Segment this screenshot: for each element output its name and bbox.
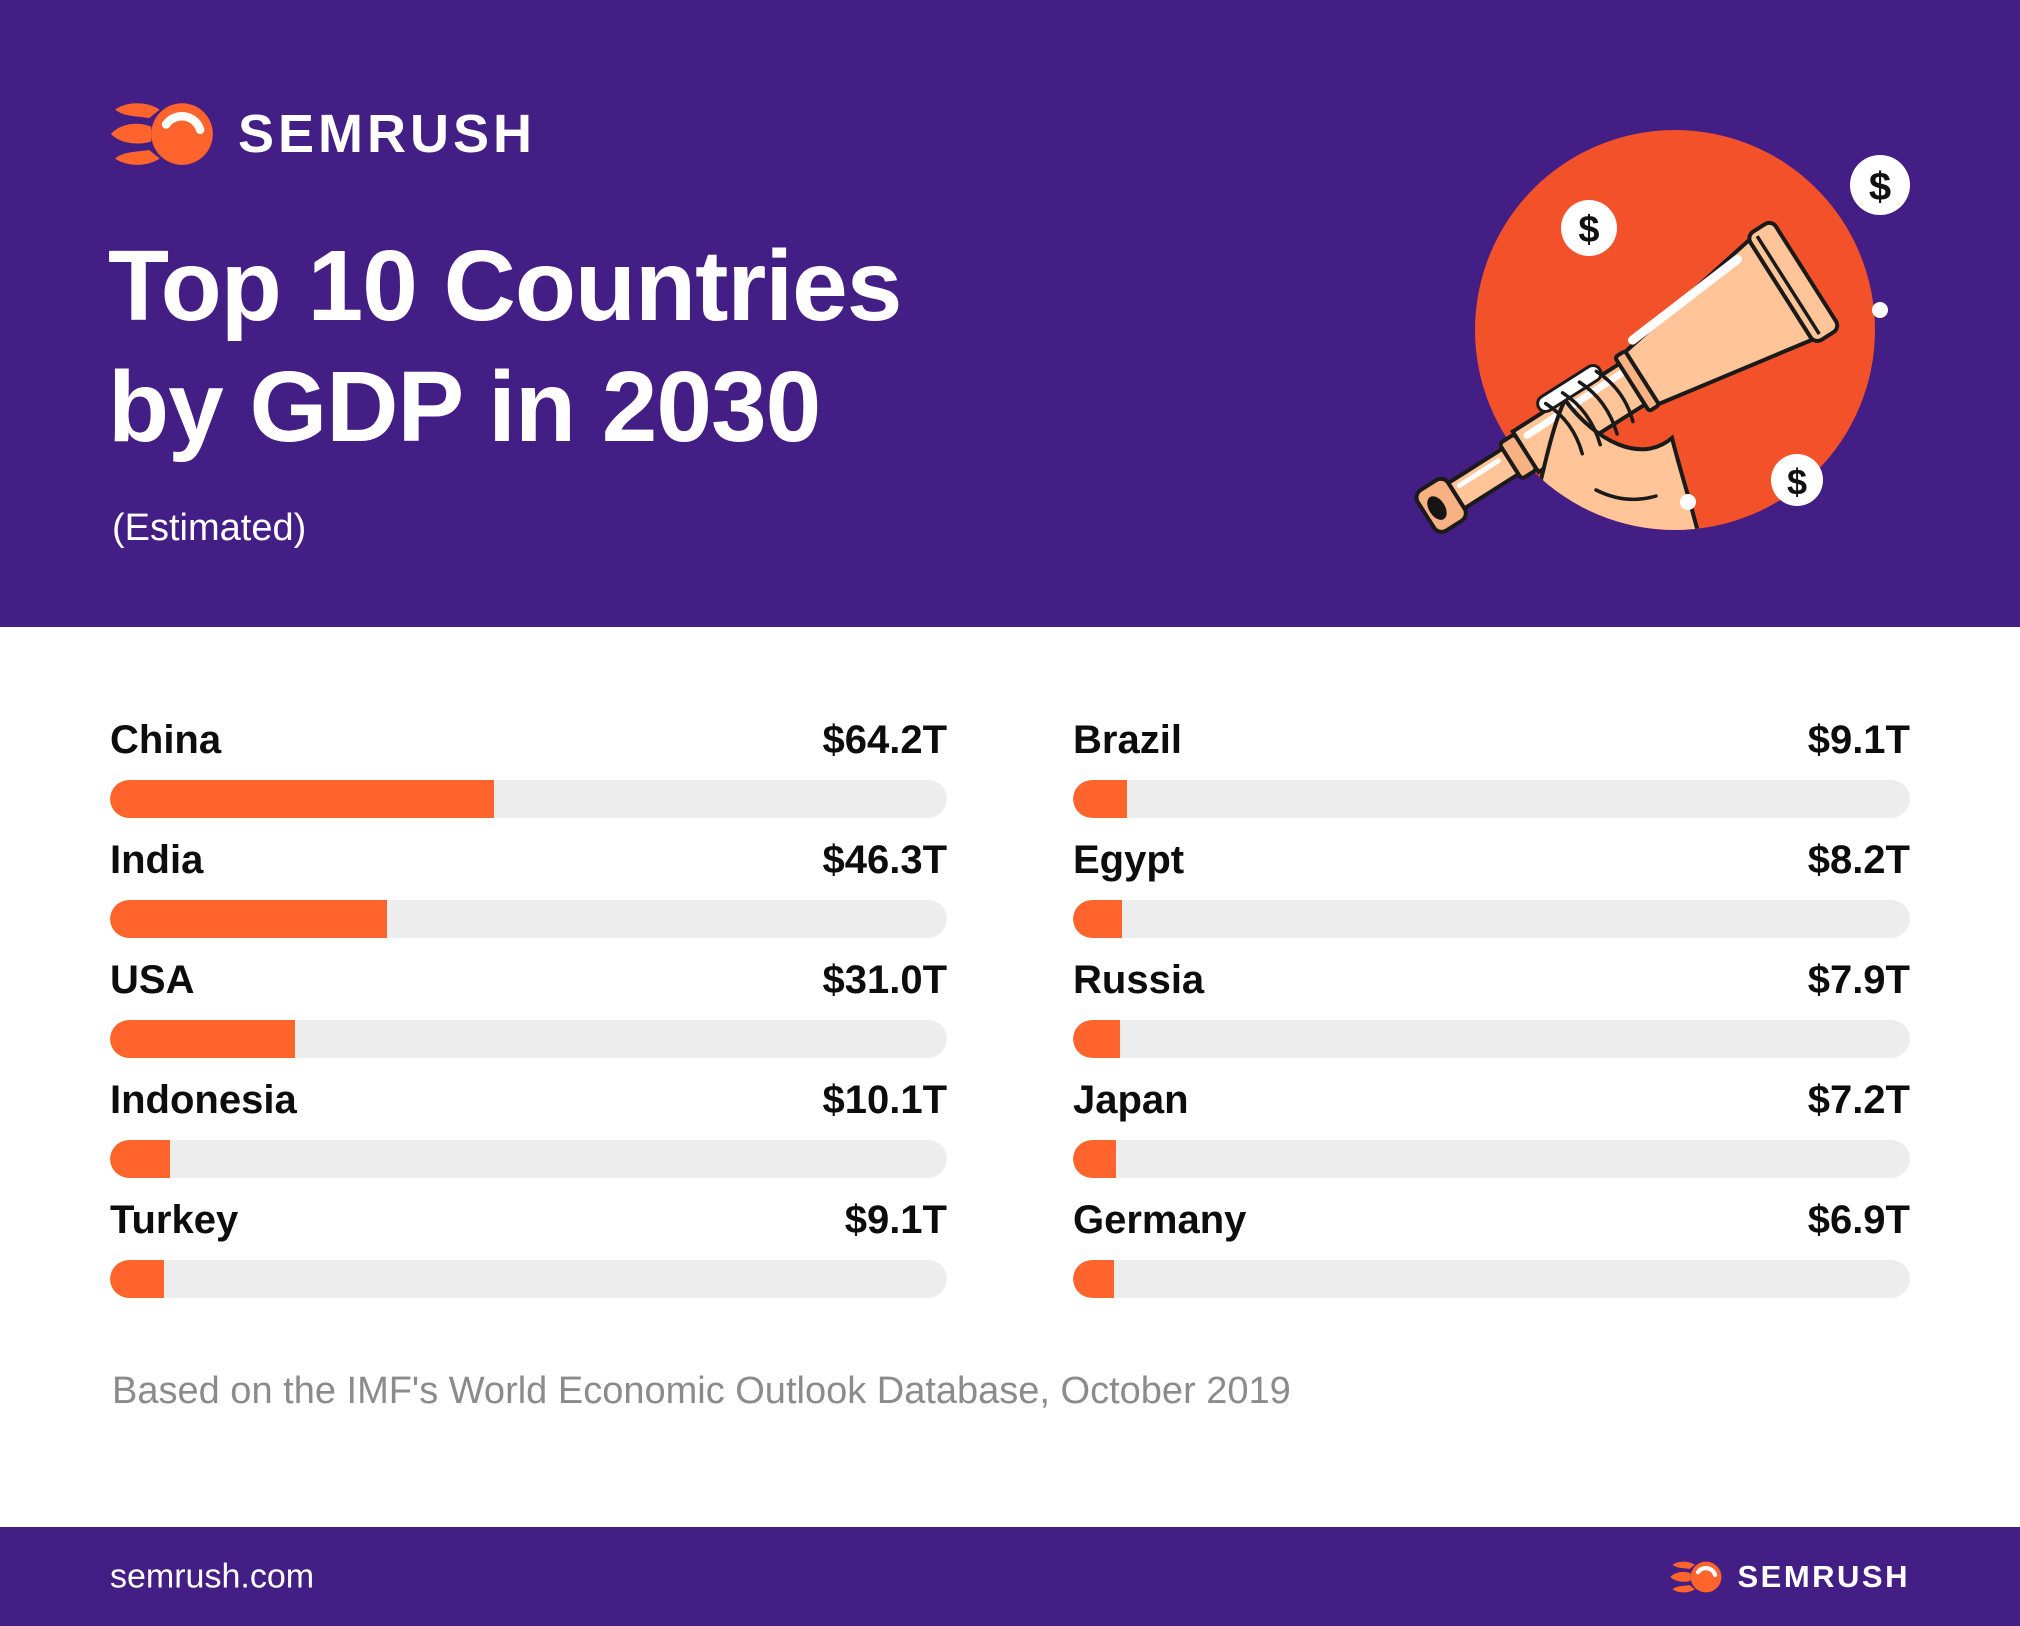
page-title-line1: Top 10 Countries [108, 230, 902, 342]
country-row: USA $31.0T [110, 956, 947, 1058]
semrush-wordmark: SEMRUSH [1737, 1559, 1910, 1594]
country-value: $7.2T [1807, 1078, 1910, 1122]
country-row: Turkey $9.1T [110, 1196, 947, 1298]
bar-track [1073, 900, 1910, 938]
bar-track [110, 1140, 947, 1178]
row-head: Japan $7.2T [1073, 1076, 1910, 1124]
row-head: China $64.2T [110, 716, 947, 764]
row-head: Egypt $8.2T [1073, 836, 1910, 884]
bar-track [1073, 1020, 1910, 1058]
semrush-flame-icon [110, 100, 218, 168]
country-row: Indonesia $10.1T [110, 1076, 947, 1178]
page-title-line2: by GDP in 2030 [108, 351, 821, 463]
country-label: China [110, 718, 222, 762]
row-head: Germany $6.9T [1073, 1196, 1910, 1244]
country-label: Indonesia [110, 1078, 297, 1122]
bar-fill [110, 780, 494, 818]
svg-text:$: $ [1869, 165, 1891, 209]
svg-text:$: $ [1578, 209, 1599, 251]
semrush-flame-icon [1670, 1560, 1724, 1594]
footer-banner: semrush.com SEMRUSH [0, 1527, 2020, 1626]
sparkle-dot [1872, 302, 1888, 318]
row-head: Turkey $9.1T [110, 1196, 947, 1244]
bar-track [110, 900, 947, 938]
page-subtitle: (Estimated) [112, 507, 307, 549]
country-value: $31.0T [822, 958, 947, 1002]
page-title: Top 10 Countries by GDP in 2030 [108, 226, 902, 468]
bar-fill [1073, 1020, 1121, 1058]
country-label: India [110, 838, 204, 882]
bar-fill [110, 1020, 296, 1058]
bar-fill [1073, 1140, 1117, 1178]
country-label: Brazil [1073, 718, 1182, 762]
country-label: Egypt [1073, 838, 1185, 882]
country-value: $9.1T [844, 1198, 947, 1242]
row-head: India $46.3T [110, 836, 947, 884]
footer-url-link[interactable]: semrush.com [110, 1557, 315, 1595]
row-head: Brazil $9.1T [1073, 716, 1910, 764]
bar-track [110, 780, 947, 818]
bar-track [1073, 1260, 1910, 1298]
country-value: $7.9T [1807, 958, 1910, 1002]
country-label: Germany [1073, 1198, 1247, 1242]
bar-fill [1073, 900, 1123, 938]
country-value: $64.2T [822, 718, 947, 762]
row-head: Indonesia $10.1T [110, 1076, 947, 1124]
semrush-wordmark: SEMRUSH [238, 104, 537, 164]
country-value: $6.9T [1807, 1198, 1910, 1242]
country-row: China $64.2T [110, 716, 947, 818]
country-label: USA [110, 958, 195, 1002]
country-value: $46.3T [822, 838, 947, 882]
sparkle-dot [1680, 494, 1696, 510]
country-value: $8.2T [1807, 838, 1910, 882]
chart-column-right: Brazil $9.1T Egypt $8.2T Russia $7.9T Japan $7.… [1073, 716, 1910, 1316]
footer-semrush-logo[interactable]: SEMRUSH [1670, 1560, 1910, 1594]
row-head: Russia $7.9T [1073, 956, 1910, 1004]
country-row: Egypt $8.2T [1073, 836, 1910, 938]
bar-fill [110, 1140, 171, 1178]
dollar-coin: $ [1850, 155, 1910, 215]
country-row: Japan $7.2T [1073, 1076, 1910, 1178]
country-row: Russia $7.9T [1073, 956, 1910, 1058]
fingers [1536, 364, 1635, 456]
country-row: India $46.3T [110, 836, 947, 938]
bar-fill [1073, 780, 1128, 818]
header-banner: SEMRUSH Top 10 Countries by GDP in 2030 … [0, 0, 2020, 627]
bar-fill [110, 900, 387, 938]
telescope-illustration: $ $ $ [1414, 130, 1910, 534]
country-value: $9.1T [1807, 718, 1910, 762]
country-label: Turkey [110, 1198, 239, 1242]
country-row: Germany $6.9T [1073, 1196, 1910, 1298]
country-value: $10.1T [822, 1078, 947, 1122]
semrush-logo[interactable]: SEMRUSH [110, 100, 536, 168]
country-row: Brazil $9.1T [1073, 716, 1910, 818]
country-label: Russia [1073, 958, 1205, 1002]
bar-track [110, 1020, 947, 1058]
row-head: USA $31.0T [110, 956, 947, 1004]
dollar-coin: $ [1561, 200, 1617, 256]
bar-track [1073, 1140, 1910, 1178]
source-note: Based on the IMF's World Economic Outloo… [112, 1370, 1291, 1412]
chart-column-left: China $64.2T India $46.3T USA $31.0T Indonesia… [110, 716, 947, 1316]
country-label: Japan [1073, 1078, 1189, 1122]
dollar-coin: $ [1771, 454, 1823, 506]
bar-fill [110, 1260, 165, 1298]
bar-track [1073, 780, 1910, 818]
svg-text:$: $ [1787, 462, 1807, 503]
bar-track [110, 1260, 947, 1298]
bar-fill [1073, 1260, 1115, 1298]
